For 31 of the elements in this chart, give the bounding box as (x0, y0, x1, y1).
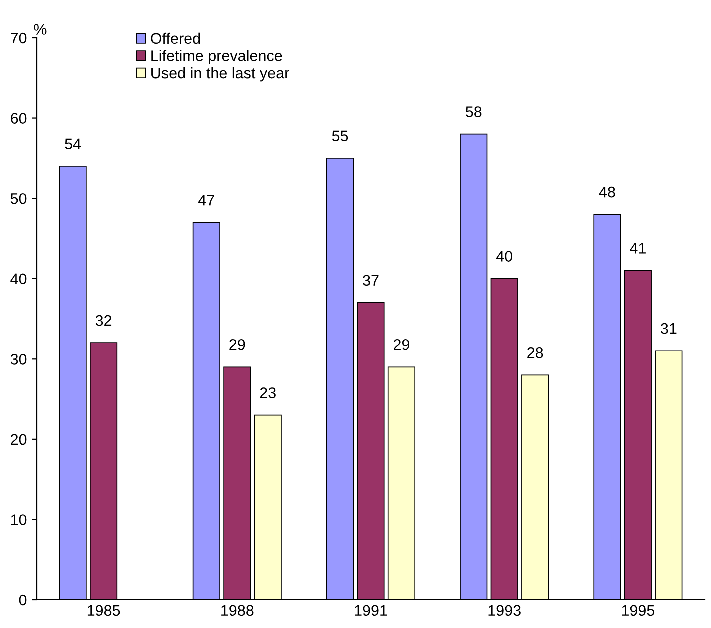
y-tick-label: 70 (11, 32, 27, 44)
y-tick-label: 30 (10, 354, 27, 365)
data-label: 37 (363, 275, 379, 286)
data-label: 40 (496, 251, 512, 262)
data-label: 32 (96, 315, 112, 326)
x-tick-label: 1988 (222, 605, 254, 616)
x-tick-label: 1991 (355, 605, 388, 616)
y-tick-label: 50 (10, 193, 27, 204)
x-tick-label: 1993 (488, 605, 521, 616)
y-tick-label: 20 (11, 434, 27, 446)
x-tick-label: 1985 (88, 605, 120, 616)
data-label: 58 (466, 106, 482, 118)
y-tick-label: 40 (10, 274, 27, 285)
data-label: 55 (332, 130, 348, 142)
data-label: 41 (630, 243, 646, 254)
legend-label: Lifetime prevalence (152, 50, 282, 64)
data-label: 29 (394, 339, 410, 350)
data-label: 29 (230, 339, 246, 350)
legend-label: Used in the last year (152, 67, 290, 82)
data-label: 28 (528, 347, 544, 358)
data-label: 47 (198, 195, 214, 206)
data-label: 23 (260, 388, 276, 398)
x-tick-label: 1995 (622, 605, 655, 616)
y-tick-label: 10 (11, 514, 27, 526)
data-label: 48 (599, 186, 616, 198)
legend-label: Offered (151, 32, 200, 44)
y-axis-title: % (34, 24, 47, 35)
y-tick-label: 60 (11, 113, 27, 124)
data-label: 31 (661, 323, 677, 334)
y-tick-label: 0 (19, 594, 27, 606)
data-label: 54 (65, 138, 82, 150)
